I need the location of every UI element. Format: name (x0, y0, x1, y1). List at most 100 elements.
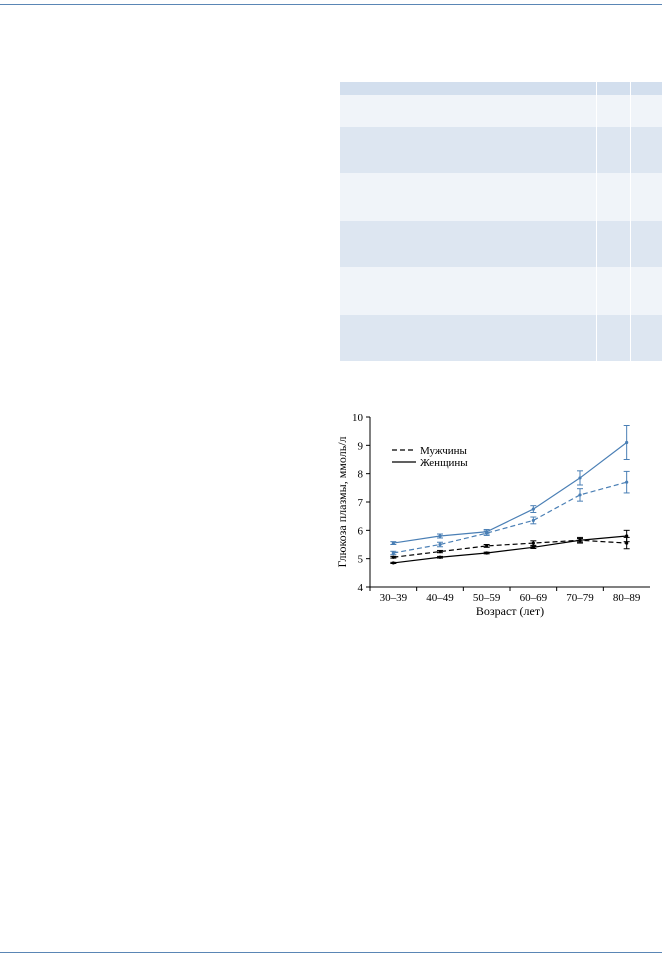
table-column-divider (596, 157, 597, 173)
top-rule (0, 4, 662, 5)
data-point (531, 545, 535, 549)
data-table (340, 82, 662, 361)
table-column-divider (630, 236, 631, 251)
table-column-divider (630, 82, 631, 95)
y-ticks: 4 5 6 7 8 9 10 (352, 412, 370, 594)
data-point (625, 440, 629, 445)
x-tick-label: 60–69 (520, 592, 548, 604)
table-column-divider (630, 111, 631, 127)
table-column-divider (596, 221, 597, 236)
y-tick-label: 9 (358, 440, 364, 452)
x-tick-label: 80–89 (613, 592, 641, 604)
x-tick-label: 40–49 (426, 592, 454, 604)
data-point (391, 555, 395, 559)
table-row (340, 95, 662, 111)
table-header-row (340, 82, 662, 95)
data-point (485, 551, 489, 555)
table-column-divider (630, 189, 631, 205)
table-row (340, 283, 662, 299)
table-column-divider (596, 189, 597, 205)
y-tick-label: 6 (358, 525, 364, 537)
series-line-black-dashed (393, 539, 627, 558)
table-column-divider (630, 315, 631, 346)
table-column-divider (596, 111, 597, 127)
table-row (340, 346, 662, 361)
table-column-divider (596, 127, 597, 142)
x-axis-label: Возраст (лет) (476, 604, 544, 618)
table-column-divider (630, 251, 631, 267)
data-point (485, 544, 489, 548)
y-tick-label: 10 (352, 412, 364, 424)
table-column-divider (596, 236, 597, 251)
table-column-divider (596, 251, 597, 267)
x-tick-label: 70–79 (566, 592, 594, 604)
table-row (340, 267, 662, 283)
series-line-blue-solid (393, 442, 628, 544)
data-point (625, 480, 629, 484)
series-line-blue-dashed (393, 481, 627, 554)
y-axis-label: Глюкоза плазмы, ммоль/л (335, 436, 349, 567)
y-tick-label: 5 (358, 554, 364, 566)
y-tick-label: 7 (358, 497, 364, 509)
data-point (578, 538, 582, 542)
table-column-divider (630, 221, 631, 236)
data-point (531, 507, 535, 511)
data-point (438, 534, 442, 538)
table-row (340, 205, 662, 221)
table-column-divider (630, 299, 631, 315)
table-row (340, 111, 662, 127)
table-column-divider (630, 95, 631, 111)
table-column-divider (630, 346, 631, 361)
data-point (391, 541, 395, 545)
table-column-divider (596, 95, 597, 111)
table-column-divider (596, 299, 597, 315)
data-point (438, 549, 442, 554)
table-column-divider (596, 267, 597, 283)
data-point (438, 542, 442, 547)
data-point (578, 476, 582, 480)
x-tick-label: 50–59 (473, 592, 501, 604)
table-column-divider (630, 267, 631, 283)
table-column-divider (630, 205, 631, 221)
table-row (340, 236, 662, 251)
table-row (340, 189, 662, 205)
x-ticks: 30–39 40–49 50–59 60–69 70–79 80–89 (369, 587, 641, 604)
table-column-divider (596, 283, 597, 299)
data-point (485, 531, 489, 535)
table-row (340, 315, 662, 346)
data-point (391, 551, 395, 555)
data-point (625, 541, 629, 545)
data-point (391, 561, 395, 565)
legend-label: Мужчины (420, 445, 467, 457)
data-point (578, 493, 582, 497)
data-point (531, 541, 535, 545)
table-column-divider (630, 142, 631, 157)
chart-axes (369, 417, 650, 588)
table-column-divider (630, 283, 631, 299)
data-point (531, 518, 535, 523)
legend-label: Женщины (420, 457, 468, 469)
table-column-divider (596, 82, 597, 95)
table-column-divider (596, 142, 597, 157)
series-line-black-solid (393, 535, 627, 564)
x-tick-label: 30–39 (380, 592, 408, 604)
data-point (438, 555, 442, 559)
bottom-rule (0, 952, 662, 953)
table-column-divider (630, 173, 631, 189)
data-point (625, 534, 629, 538)
table-row (340, 251, 662, 267)
table-row (340, 173, 662, 189)
table-column-divider (630, 127, 631, 142)
table-row (340, 127, 662, 142)
y-tick-label: 8 (358, 469, 364, 481)
table-row (340, 142, 662, 157)
series-layer (390, 425, 630, 565)
y-tick-label: 4 (358, 582, 364, 594)
table-column-divider (596, 205, 597, 221)
table-column-divider (630, 157, 631, 173)
table-row (340, 157, 662, 173)
table-column-divider (596, 315, 597, 346)
table-column-divider (596, 346, 597, 361)
